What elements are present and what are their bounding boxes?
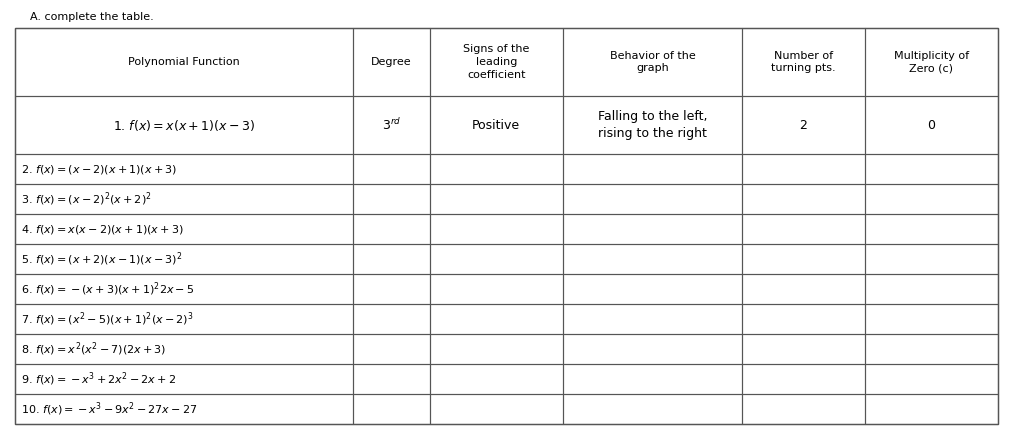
- Bar: [865, 394, 998, 424]
- Bar: [353, 394, 430, 424]
- Bar: [563, 304, 742, 334]
- Bar: [430, 364, 563, 394]
- Bar: [353, 244, 430, 274]
- Bar: [563, 96, 742, 154]
- Bar: [865, 304, 998, 334]
- Text: 3. $f(x) = (x - 2)^2(x + 2)^2$: 3. $f(x) = (x - 2)^2(x + 2)^2$: [21, 190, 152, 208]
- Bar: [563, 394, 742, 424]
- Bar: [353, 28, 430, 96]
- Bar: [15, 274, 353, 304]
- Bar: [742, 364, 865, 394]
- Bar: [742, 244, 865, 274]
- Bar: [353, 184, 430, 214]
- Text: A. complete the table.: A. complete the table.: [30, 12, 154, 22]
- Text: 2: 2: [799, 119, 807, 132]
- Bar: [15, 394, 353, 424]
- Bar: [15, 304, 353, 334]
- Bar: [15, 28, 353, 96]
- Bar: [742, 304, 865, 334]
- Bar: [15, 334, 353, 364]
- Bar: [865, 334, 998, 364]
- Bar: [430, 184, 563, 214]
- Bar: [865, 364, 998, 394]
- Text: Behavior of the
graph: Behavior of the graph: [610, 51, 695, 73]
- Bar: [865, 154, 998, 184]
- Bar: [742, 334, 865, 364]
- Bar: [865, 244, 998, 274]
- Bar: [742, 274, 865, 304]
- Bar: [563, 28, 742, 96]
- Text: 9. $f(x) = -x^3 + 2x^2 - 2x + 2$: 9. $f(x) = -x^3 + 2x^2 - 2x + 2$: [21, 370, 176, 388]
- Text: 7. $f(x) = (x^2 - 5)(x + 1)^2(x - 2)^3$: 7. $f(x) = (x^2 - 5)(x + 1)^2(x - 2)^3$: [21, 310, 193, 328]
- Text: 0: 0: [928, 119, 935, 132]
- Bar: [15, 96, 353, 154]
- Bar: [865, 274, 998, 304]
- Bar: [865, 96, 998, 154]
- Bar: [430, 334, 563, 364]
- Bar: [742, 96, 865, 154]
- Bar: [430, 28, 563, 96]
- Text: Polynomial Function: Polynomial Function: [128, 57, 240, 67]
- Bar: [353, 154, 430, 184]
- Text: 6. $f(x) = -(x + 3)(x + 1)^2 2x - 5$: 6. $f(x) = -(x + 3)(x + 1)^2 2x - 5$: [21, 280, 194, 298]
- Bar: [865, 28, 998, 96]
- Bar: [563, 214, 742, 244]
- Bar: [353, 274, 430, 304]
- Text: Falling to the left,
rising to the right: Falling to the left, rising to the right: [598, 110, 707, 140]
- Bar: [430, 304, 563, 334]
- Bar: [430, 154, 563, 184]
- Bar: [353, 334, 430, 364]
- Bar: [430, 244, 563, 274]
- Text: Multiplicity of
Zero (c): Multiplicity of Zero (c): [893, 51, 969, 73]
- Bar: [15, 244, 353, 274]
- Bar: [742, 184, 865, 214]
- Bar: [353, 96, 430, 154]
- Bar: [353, 364, 430, 394]
- Text: Positive: Positive: [472, 119, 521, 132]
- Text: 10. $f(x) = -x^3 - 9x^2 - 27x - 27$: 10. $f(x) = -x^3 - 9x^2 - 27x - 27$: [21, 400, 198, 418]
- Bar: [742, 214, 865, 244]
- Text: Number of
turning pts.: Number of turning pts.: [771, 51, 836, 73]
- Text: Degree: Degree: [371, 57, 411, 67]
- Bar: [865, 184, 998, 214]
- Bar: [563, 154, 742, 184]
- Bar: [430, 214, 563, 244]
- Bar: [563, 364, 742, 394]
- Bar: [563, 184, 742, 214]
- Bar: [430, 96, 563, 154]
- Bar: [563, 244, 742, 274]
- Text: 1. $f(x) = x(x + 1)(x - 3)$: 1. $f(x) = x(x + 1)(x - 3)$: [112, 117, 255, 133]
- Bar: [563, 334, 742, 364]
- Bar: [353, 214, 430, 244]
- Bar: [353, 304, 430, 334]
- Text: $3^{rd}$: $3^{rd}$: [382, 117, 401, 133]
- Text: Signs of the
leading
coefficient: Signs of the leading coefficient: [463, 44, 530, 80]
- Bar: [742, 394, 865, 424]
- Bar: [742, 28, 865, 96]
- Text: 4. $f(x) = x(x - 2)(x + 1)(x + 3)$: 4. $f(x) = x(x - 2)(x + 1)(x + 3)$: [21, 222, 183, 235]
- Bar: [15, 214, 353, 244]
- Bar: [15, 184, 353, 214]
- Bar: [742, 154, 865, 184]
- Bar: [430, 274, 563, 304]
- Bar: [563, 274, 742, 304]
- Text: 8. $f(x) = x^2(x^2 - 7)(2x + 3)$: 8. $f(x) = x^2(x^2 - 7)(2x + 3)$: [21, 340, 166, 358]
- Bar: [865, 214, 998, 244]
- Text: 5. $f(x) = (x + 2)(x - 1)(x - 3)^2$: 5. $f(x) = (x + 2)(x - 1)(x - 3)^2$: [21, 250, 182, 268]
- Text: 2. $f(x) = (x - 2)(x + 1)(x + 3)$: 2. $f(x) = (x - 2)(x + 1)(x + 3)$: [21, 163, 177, 176]
- Bar: [15, 154, 353, 184]
- Bar: [430, 394, 563, 424]
- Bar: [15, 364, 353, 394]
